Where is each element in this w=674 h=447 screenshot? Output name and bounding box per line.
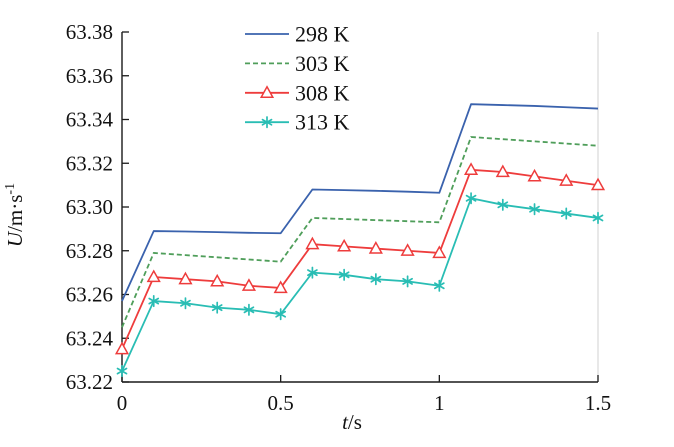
star-marker [465, 194, 477, 202]
star-marker [116, 367, 128, 375]
y-tick-label: 63.38 [66, 20, 113, 44]
series-line-313-k [121, 197, 599, 372]
triangle-marker [305, 236, 320, 250]
star-marker [433, 282, 445, 290]
triangle-marker [114, 341, 130, 355]
star-marker [560, 210, 572, 218]
triangle-marker [400, 243, 415, 256]
star-marker [592, 214, 604, 222]
y-tick-label: 63.24 [66, 326, 114, 350]
star-marker [148, 297, 160, 305]
triangle-marker [273, 280, 288, 294]
star-marker [243, 306, 255, 314]
star-marker [529, 205, 540, 213]
y-tick-label: 63.36 [66, 64, 113, 88]
x-tick-label: 1.5 [585, 391, 611, 415]
x-axis-label: t/s [342, 410, 362, 434]
star-marker [211, 304, 223, 312]
x-tick-label: 0 [117, 391, 128, 415]
legend-label-308-k: 308 K [295, 80, 350, 105]
triangle-marker [432, 245, 447, 259]
star-marker [180, 299, 191, 307]
star-marker [275, 310, 287, 318]
y-tick-label: 63.30 [66, 195, 113, 219]
triangle-marker [210, 273, 225, 287]
y-tick-label: 63.22 [66, 370, 113, 394]
y-tick-label: 63.28 [66, 239, 113, 263]
legend-label-313-k: 313 K [295, 110, 350, 135]
series-line-303-k [121, 136, 599, 328]
triangle-marker [337, 238, 352, 252]
legend-label-303-k: 303 K [295, 51, 350, 76]
triangle-marker [259, 85, 275, 98]
x-tick-label: 0.5 [268, 391, 294, 415]
triangle-marker [463, 162, 479, 175]
triangle-marker [146, 269, 161, 283]
triangle-marker [178, 271, 193, 285]
star-marker [497, 201, 509, 209]
star-marker [402, 277, 413, 285]
series-line-298-k [121, 103, 599, 302]
y-tick-label: 63.26 [66, 283, 113, 307]
y-tick-label: 63.32 [66, 151, 113, 175]
triangle-marker [241, 278, 257, 291]
star-marker [370, 275, 382, 283]
star-marker [338, 271, 350, 279]
series-line-308-k [121, 168, 599, 350]
legend-label-298-k: 298 K [295, 22, 350, 47]
triangle-marker [368, 241, 383, 254]
y-tick-label: 63.34 [66, 108, 114, 132]
x-tick-label: 1 [434, 391, 445, 415]
triangle-marker [495, 164, 510, 178]
triangle-marker [590, 177, 606, 191]
star-marker [261, 118, 273, 126]
triangle-marker [527, 168, 542, 182]
star-marker [307, 269, 318, 277]
triangle-marker [559, 173, 574, 186]
y-axis-label: U/m·s-1 [3, 183, 27, 247]
